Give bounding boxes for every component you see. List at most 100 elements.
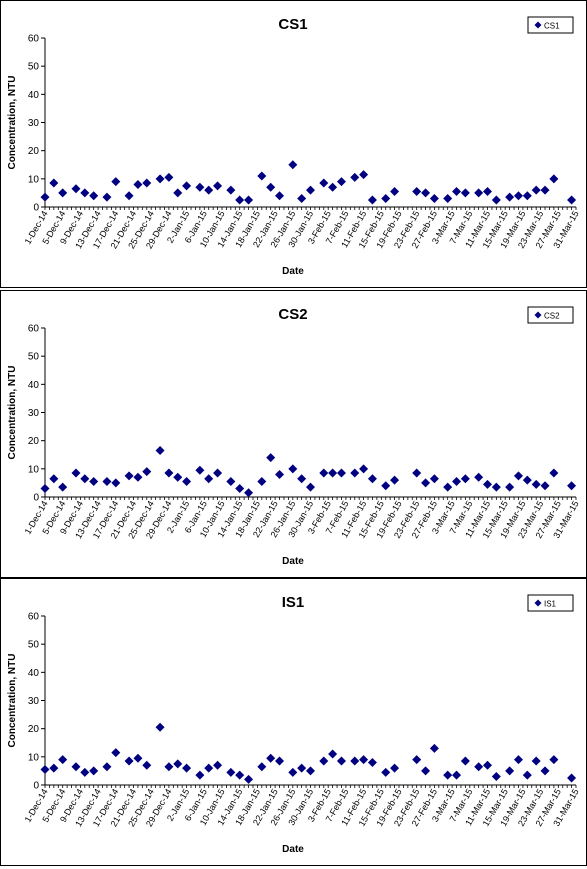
data-point xyxy=(244,774,254,784)
data-point xyxy=(549,468,559,478)
data-point xyxy=(182,181,192,191)
y-axis-label: Concentration, NTU xyxy=(7,366,18,460)
data-point xyxy=(40,484,50,494)
data-point xyxy=(71,184,81,194)
data-point xyxy=(522,191,532,201)
data-point xyxy=(102,477,112,487)
data-point xyxy=(235,484,245,494)
data-point xyxy=(257,171,267,181)
data-point xyxy=(173,759,183,769)
data-point xyxy=(540,766,550,776)
data-point xyxy=(306,766,315,776)
data-point xyxy=(288,160,298,170)
data-point xyxy=(204,763,214,773)
data-point xyxy=(58,755,68,765)
y-tick-label: 0 xyxy=(33,203,39,214)
data-point xyxy=(111,748,121,758)
data-point xyxy=(350,756,360,766)
data-point xyxy=(412,468,422,478)
y-axis-label: Concentration, NTU xyxy=(7,76,18,170)
data-point xyxy=(531,185,541,195)
data-point xyxy=(505,482,515,492)
data-point xyxy=(195,465,205,475)
data-point xyxy=(142,178,152,188)
data-point xyxy=(429,194,439,204)
data-point xyxy=(49,178,59,188)
data-point xyxy=(505,192,515,202)
data-point xyxy=(491,195,501,205)
data-point xyxy=(390,475,400,485)
data-point xyxy=(531,756,541,766)
data-point xyxy=(540,481,550,491)
data-point xyxy=(452,187,462,197)
data-point xyxy=(531,479,541,489)
data-point xyxy=(319,756,329,766)
data-point xyxy=(483,187,492,197)
x-axis-label: Date xyxy=(282,556,304,567)
y-tick-label: 60 xyxy=(28,612,40,623)
data-point xyxy=(155,174,165,184)
data-point xyxy=(522,770,532,780)
data-point xyxy=(226,767,236,777)
data-point xyxy=(182,763,192,773)
legend-marker-icon xyxy=(534,311,542,319)
data-point xyxy=(460,188,470,198)
y-tick-label: 20 xyxy=(28,146,40,157)
y-tick-label: 30 xyxy=(28,696,40,707)
data-point xyxy=(49,474,59,484)
data-point xyxy=(513,755,523,765)
data-point xyxy=(297,194,307,204)
legend-box xyxy=(527,306,574,324)
data-point xyxy=(235,195,245,205)
data-point xyxy=(549,755,559,765)
data-point xyxy=(58,188,68,198)
data-point xyxy=(173,472,183,482)
data-point xyxy=(49,763,59,773)
data-point xyxy=(164,468,174,478)
data-point xyxy=(80,767,90,777)
data-point xyxy=(359,755,369,765)
data-point xyxy=(204,185,214,195)
data-point xyxy=(513,471,523,481)
legend-marker-icon xyxy=(534,21,542,29)
data-point xyxy=(195,182,205,192)
data-point xyxy=(306,482,315,492)
data-point xyxy=(244,488,254,498)
data-point xyxy=(350,468,360,478)
data-point xyxy=(71,468,81,478)
data-point xyxy=(452,477,462,487)
data-point xyxy=(474,472,484,482)
data-point xyxy=(390,763,400,773)
data-point xyxy=(367,195,377,205)
data-point xyxy=(381,767,391,777)
data-point xyxy=(443,482,453,492)
y-tick-label: 50 xyxy=(28,352,40,363)
chart-title: IS1 xyxy=(282,594,305,611)
data-point xyxy=(124,756,134,766)
data-point xyxy=(429,743,439,753)
legend-label: CS1 xyxy=(544,22,560,31)
data-point xyxy=(173,188,183,198)
legend: IS1 xyxy=(527,594,574,612)
data-point xyxy=(102,192,112,202)
legend-marker-icon xyxy=(534,599,542,607)
data-point xyxy=(89,191,99,201)
data-point xyxy=(412,187,422,197)
data-point xyxy=(111,478,121,488)
y-tick-label: 40 xyxy=(28,380,40,391)
data-point xyxy=(89,477,99,487)
data-point xyxy=(40,192,50,202)
data-point xyxy=(483,479,492,489)
legend: CS1 xyxy=(527,16,574,34)
data-point xyxy=(367,757,377,767)
y-tick-label: 20 xyxy=(28,436,40,447)
data-point xyxy=(381,194,391,204)
data-point xyxy=(567,195,577,205)
data-point xyxy=(164,762,174,772)
data-point xyxy=(142,467,152,477)
data-point xyxy=(102,762,112,772)
legend-box xyxy=(527,594,574,612)
data-point xyxy=(443,770,453,780)
data-point xyxy=(133,753,143,763)
data-point xyxy=(226,185,236,195)
